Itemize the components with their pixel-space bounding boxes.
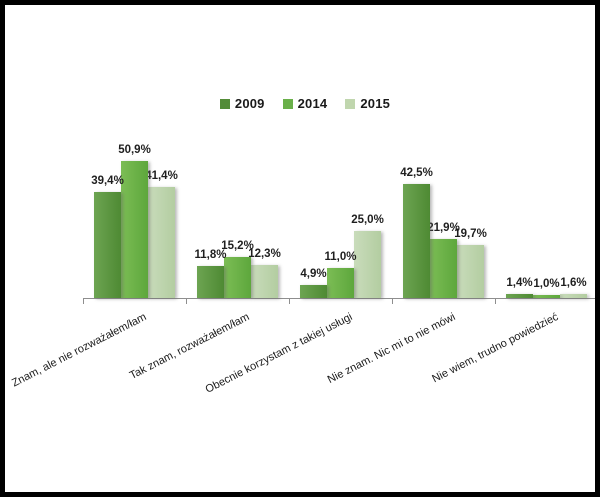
bar-value-label: 15,2% [221,240,254,252]
bar-2015: 25,0% [351,214,384,298]
bar-value-label: 25,0% [351,214,384,226]
bar-2014: 15,2% [221,240,254,298]
legend-label: 2009 [234,96,265,111]
bar-value-label: 4,9% [300,268,327,280]
bar-value-label: 11,0% [324,251,357,263]
bar-2009: 39,4% [91,175,124,298]
bar-group: 4,9% 11,0% 25,0% [289,148,392,298]
bar-2014: 50,9% [118,144,151,298]
bar-value-label: 39,4% [91,175,124,187]
bar-2009: 4,9% [300,268,327,298]
legend-swatch-icon [345,98,356,109]
bar-value-label: 1,0% [533,278,560,290]
x-axis-tick [392,298,393,304]
bar-2015: 12,3% [248,248,281,298]
legend-swatch-icon [219,98,230,109]
x-axis-line [83,298,595,299]
x-axis-tick [495,298,496,304]
bar-2009: 1,4% [506,277,533,298]
bar-value-label: 1,6% [560,277,587,289]
x-axis-tick [598,298,599,304]
bar-group: 39,4% 50,9% 41,4% [83,144,186,298]
legend-label: 2015 [360,96,391,111]
bar-value-label: 1,4% [506,277,533,289]
category-label: Znam, ale nie rozważałem/łam [9,311,148,390]
bar-value-label: 11,8% [194,249,227,261]
legend-item-2009: 2009 [219,96,265,111]
bar-value-label: 50,9% [118,144,151,156]
bar-2014: 21,9% [427,222,460,298]
bar-value-label: 41,4% [145,170,178,182]
bar-group: 42,5% 21,9% 19,7% [392,148,495,298]
legend-swatch-icon [282,98,293,109]
bar-2015: 19,7% [454,228,487,298]
bar-2015: 1,6% [560,277,587,298]
x-axis-tick [289,298,290,304]
bar-value-label: 19,7% [454,228,487,240]
legend-label: 2014 [297,96,328,111]
bar-value-label: 21,9% [427,222,460,234]
bar-2015: 41,4% [145,170,178,298]
bar-2009: 11,8% [195,249,226,298]
bar-value-label: 12,3% [248,248,281,260]
legend-item-2015: 2015 [345,96,390,111]
bar-2009: 42,5% [400,167,433,298]
bar-value-label: 42,5% [400,167,433,179]
legend: 2009 2014 2015 [5,96,595,111]
bar-group: 1,4% 1,0% 1,6% [495,148,595,298]
bar-group: 11,8% 15,2% 12,3% [186,148,289,298]
plot-area: 2009 2014 2015 39,4% 50,9% 41,4% Znam, ale ni… [5,5,599,492]
bar-2014: 1,0% [533,278,560,298]
bar-2014: 11,0% [325,251,356,298]
x-axis-tick [186,298,187,304]
legend-item-2014: 2014 [282,96,328,111]
x-axis-tick [83,298,84,304]
